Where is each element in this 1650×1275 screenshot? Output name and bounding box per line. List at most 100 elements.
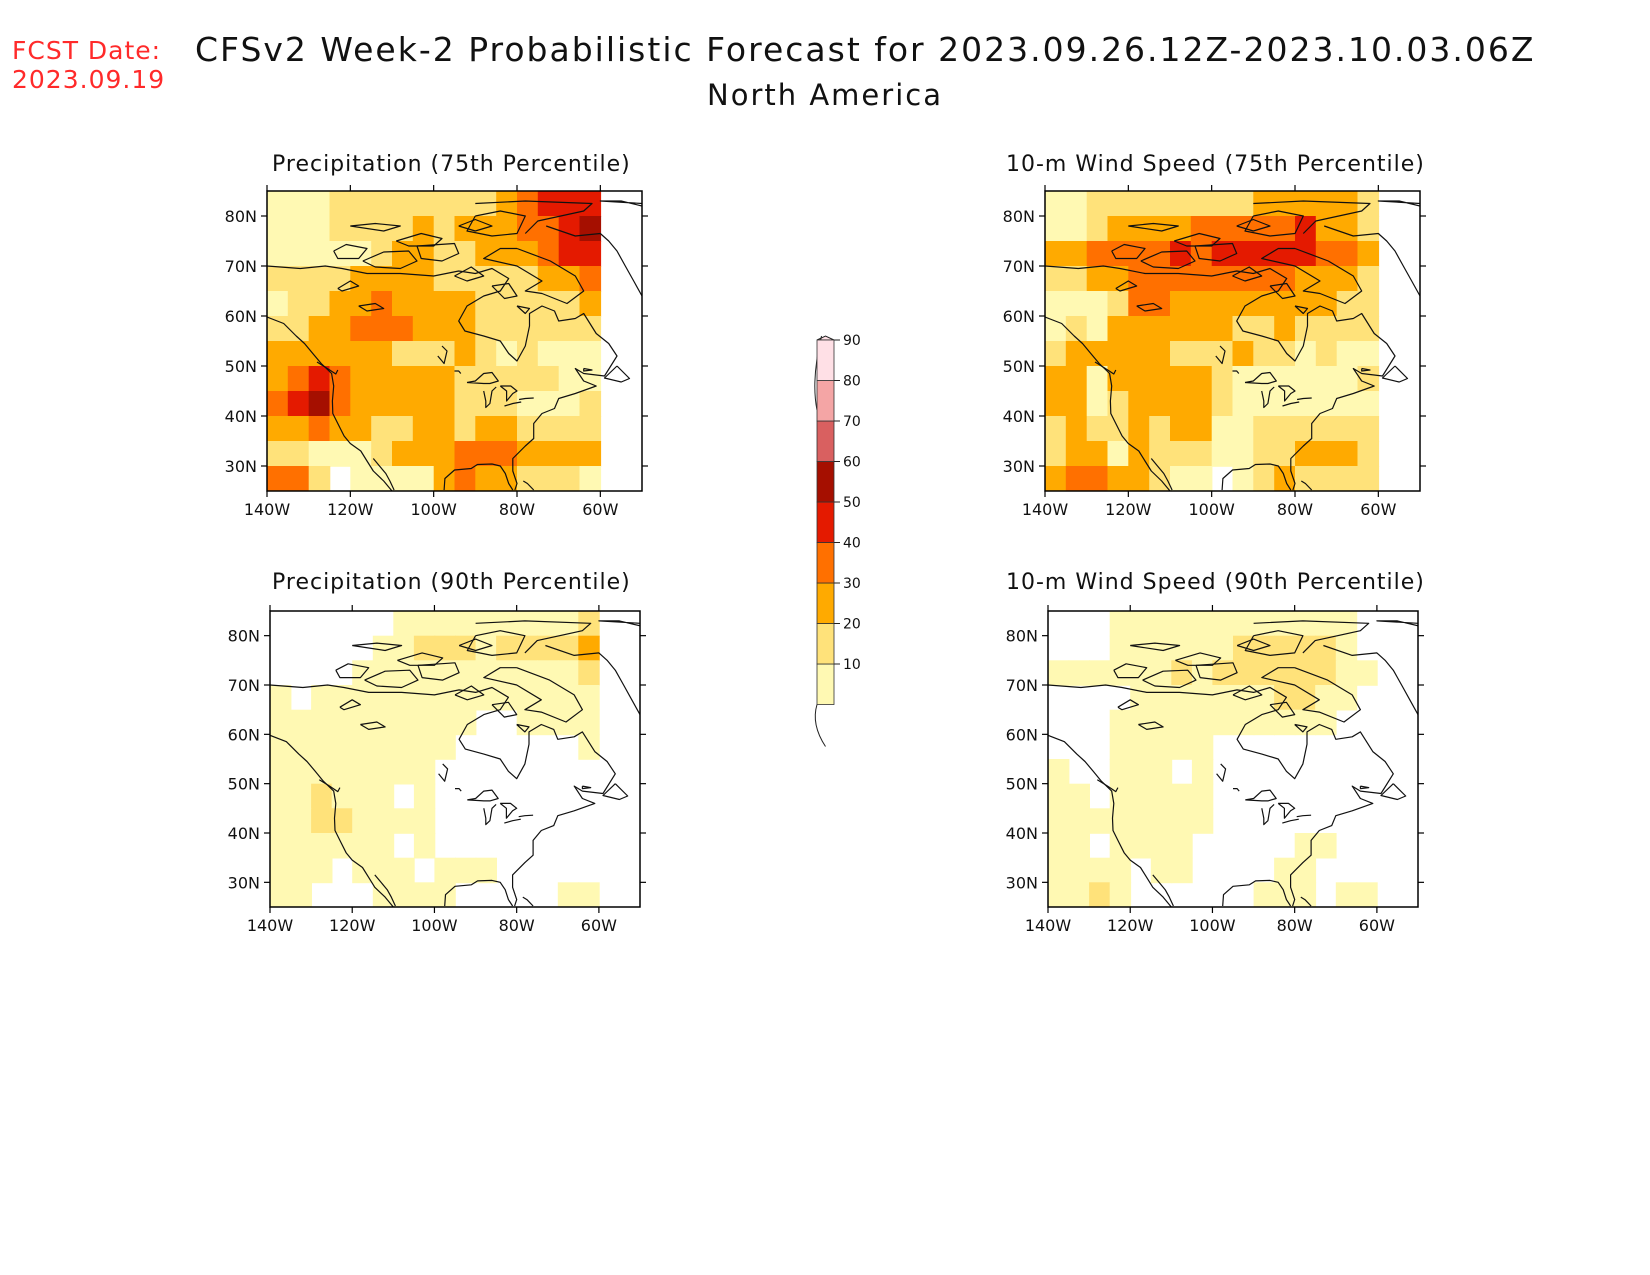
field-cell — [537, 191, 560, 217]
field-cell — [1191, 635, 1214, 662]
field-cell — [517, 341, 539, 367]
field-cell — [475, 857, 497, 884]
coastline — [1377, 200, 1420, 207]
coastline — [602, 783, 629, 801]
coastline — [352, 642, 403, 652]
field-cell — [350, 466, 372, 491]
coastline — [458, 638, 493, 652]
field-cell — [412, 416, 435, 442]
field-cell — [1045, 241, 1067, 267]
field-cell — [331, 759, 354, 785]
colorbar-legend: 10 20 30 40 50 60 70 80 90 — [814, 333, 861, 747]
field-cell — [270, 808, 292, 834]
field-cell — [1190, 391, 1213, 417]
field-cell — [350, 266, 372, 292]
field-cell — [1109, 660, 1132, 686]
field-cell — [1211, 291, 1234, 317]
field-cell — [1315, 216, 1338, 242]
field-cell — [1211, 191, 1234, 217]
field-cell — [290, 882, 312, 907]
coastline — [1300, 480, 1313, 491]
field-cell — [558, 291, 581, 317]
field-cell — [1086, 466, 1109, 491]
field-cell — [1253, 341, 1275, 367]
lat-tick-label: 40N — [228, 824, 260, 843]
field-cell — [1086, 191, 1109, 217]
coastline — [1277, 802, 1296, 819]
field-cell — [1149, 316, 1171, 342]
field-cell — [454, 366, 477, 392]
field-cell — [454, 316, 477, 342]
field-cell — [1274, 635, 1296, 662]
field-cell — [1337, 491, 1359, 517]
field-cell — [371, 291, 393, 317]
field-cell — [1170, 416, 1192, 442]
coastline — [1138, 721, 1164, 730]
coastline — [1282, 818, 1299, 824]
field-cell — [267, 366, 289, 392]
field-cell — [267, 441, 289, 467]
field-cell — [393, 709, 415, 736]
field-cell — [1315, 416, 1338, 442]
field-cell — [329, 191, 352, 217]
field-cell — [1130, 611, 1152, 637]
coastline — [499, 802, 518, 819]
field-cell — [1274, 316, 1296, 342]
coastline — [1150, 458, 1173, 491]
field-cell — [1232, 216, 1255, 242]
field-cell — [1048, 833, 1070, 859]
field-cell — [1336, 241, 1359, 267]
field-cell — [1357, 241, 1380, 267]
field-cell — [1232, 316, 1255, 342]
field-cell — [329, 216, 352, 242]
map-frame — [266, 190, 643, 492]
field-cell — [287, 341, 310, 367]
coastline — [270, 684, 616, 907]
lon-tick-label: 140W — [1025, 916, 1072, 935]
field-cell — [516, 709, 539, 736]
field-cell — [496, 441, 518, 467]
field-cell — [329, 241, 352, 267]
lat-tick-label: 70N — [1003, 257, 1035, 276]
field-cell — [517, 441, 539, 467]
field-cell — [1315, 611, 1337, 637]
field-cell — [393, 685, 415, 711]
coastline — [1359, 785, 1370, 790]
field-cell — [1171, 857, 1193, 884]
lat-tick-label: 80N — [1003, 207, 1035, 226]
field-cell — [1069, 907, 1090, 933]
field-cell — [1048, 882, 1070, 907]
coastline — [1261, 803, 1275, 826]
coastline — [454, 266, 485, 282]
field-cell — [1048, 808, 1070, 834]
field-cell — [308, 366, 331, 392]
field-cell — [1109, 759, 1132, 785]
field-cell — [1315, 660, 1337, 686]
field-cell — [578, 882, 600, 907]
field-cell — [413, 734, 436, 760]
lat-tick-label: 70N — [225, 257, 257, 276]
field-cell — [1107, 216, 1130, 242]
field-cell — [517, 466, 539, 491]
field-cell — [1170, 266, 1192, 292]
lat-tick-label: 30N — [1003, 457, 1035, 476]
field-cell — [537, 660, 559, 686]
field-cell — [1150, 660, 1173, 686]
coastline — [318, 779, 341, 793]
field-cell — [1191, 734, 1214, 760]
field-cell — [373, 907, 394, 933]
field-cell — [1170, 291, 1192, 317]
field-cell — [1336, 341, 1359, 367]
field-cell — [372, 635, 395, 662]
field-cell — [558, 216, 581, 242]
coastline — [267, 265, 618, 491]
field-cell — [1212, 685, 1234, 711]
field-cell — [579, 466, 602, 491]
field-cell — [1294, 660, 1317, 686]
field-cell — [392, 341, 414, 367]
field-cell — [1211, 366, 1234, 392]
field-cell — [1274, 685, 1296, 711]
field-cell — [475, 216, 497, 242]
field-cell — [475, 316, 497, 342]
field-cell — [1086, 316, 1109, 342]
